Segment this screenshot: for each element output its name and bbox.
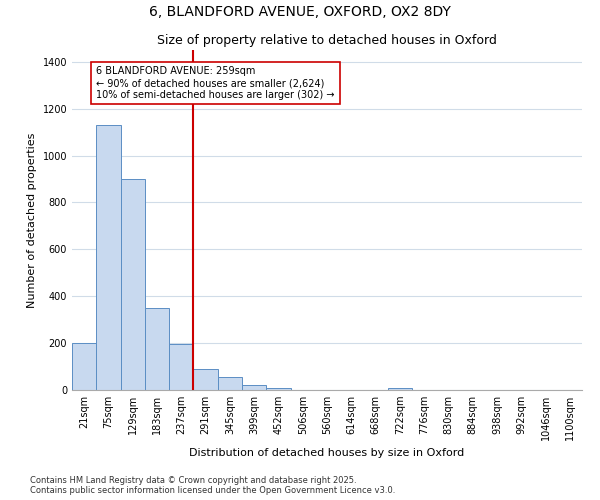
Text: 6, BLANDFORD AVENUE, OXFORD, OX2 8DY: 6, BLANDFORD AVENUE, OXFORD, OX2 8DY: [149, 5, 451, 19]
X-axis label: Distribution of detached houses by size in Oxford: Distribution of detached houses by size …: [190, 448, 464, 458]
Text: Contains HM Land Registry data © Crown copyright and database right 2025.
Contai: Contains HM Land Registry data © Crown c…: [30, 476, 395, 495]
Bar: [169, 344, 193, 390]
Bar: [145, 308, 169, 390]
Bar: [72, 343, 96, 390]
Bar: [388, 388, 412, 390]
Bar: [193, 369, 218, 390]
Bar: [121, 179, 145, 390]
Bar: [242, 386, 266, 390]
Y-axis label: Number of detached properties: Number of detached properties: [27, 132, 37, 308]
Bar: [266, 388, 290, 390]
Bar: [218, 377, 242, 390]
Bar: [96, 125, 121, 390]
Title: Size of property relative to detached houses in Oxford: Size of property relative to detached ho…: [157, 34, 497, 48]
Text: 6 BLANDFORD AVENUE: 259sqm
← 90% of detached houses are smaller (2,624)
10% of s: 6 BLANDFORD AVENUE: 259sqm ← 90% of deta…: [96, 66, 335, 100]
